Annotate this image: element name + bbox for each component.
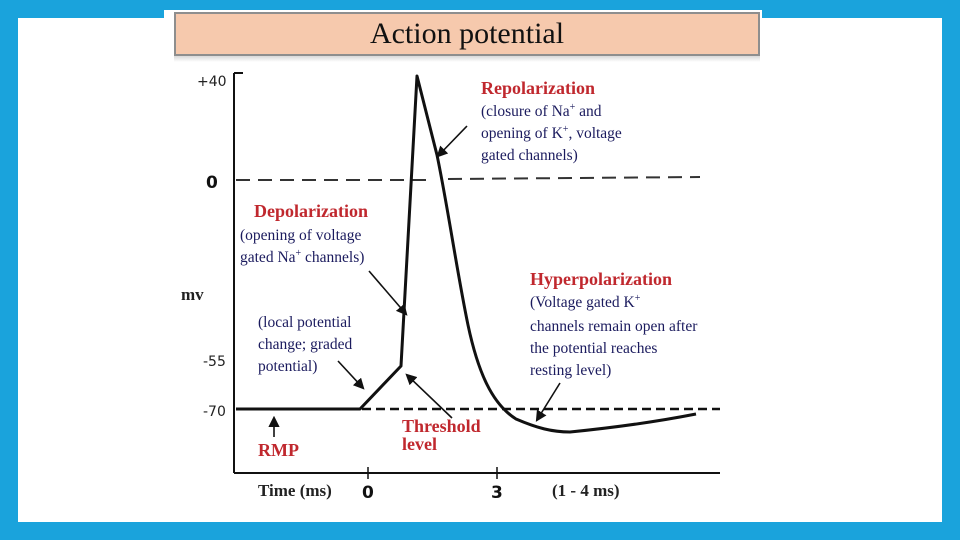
x-axis-label: Time (ms) (258, 481, 332, 500)
y-tick-label-minus55: -55 (203, 354, 226, 370)
hyperpolarization-line-3: the potential reaches (530, 340, 657, 357)
depolarization-arrow (368, 270, 408, 316)
graded-potential-line-2: change; graded (258, 336, 352, 353)
x-range-note: (1 - 4 ms) (552, 481, 620, 500)
y-tick-label-0: 0 (206, 173, 218, 193)
diagram-title: Action potential (174, 12, 760, 56)
hyperpolarization-line-1: (Voltage gated K+ (530, 293, 641, 311)
hyperpolarization-line-4: resting level) (530, 362, 611, 379)
rmp-label: RMP (258, 440, 299, 460)
graded-potential-arrow (337, 360, 365, 390)
y-tick-label-plus40: +40 (197, 74, 227, 90)
depolarization-heading: Depolarization (254, 201, 368, 221)
action-potential-curve (236, 74, 697, 434)
x-tick-label-0: 0 (362, 483, 374, 503)
title-shadow (174, 56, 760, 62)
threshold-arrow (405, 373, 453, 419)
depolarization-line-2: gated Na+ channels) (240, 248, 364, 266)
graded-potential-line-3: potential) (258, 358, 317, 375)
diagram-panel (164, 10, 762, 504)
y-tick-label-minus70: -70 (203, 404, 226, 420)
depolarization-line-1: (opening of voltage (240, 227, 362, 244)
graded-potential-line-1: (local potential (258, 314, 351, 331)
repolarization-line-2: opening of K+, voltage (481, 124, 622, 142)
threshold-label-line-1: Threshold (402, 416, 481, 436)
hyperpolarization-line-2: channels remain open after (530, 318, 698, 335)
x-tick-label-3: 3 (491, 483, 503, 503)
threshold-label-line-2: level (402, 434, 437, 454)
repolarization-arrow (436, 125, 468, 158)
repolarization-line-1: (closure of Na+ and (481, 102, 602, 120)
hyperpolarization-arrow (535, 382, 561, 422)
hyperpolarization-heading: Hyperpolarization (530, 269, 672, 289)
repolarization-heading: Repolarization (481, 78, 595, 98)
y-axis-label: mv (181, 285, 204, 304)
zero-mv-dashed-line-right (447, 176, 701, 180)
repolarization-line-3: gated channels) (481, 147, 578, 164)
